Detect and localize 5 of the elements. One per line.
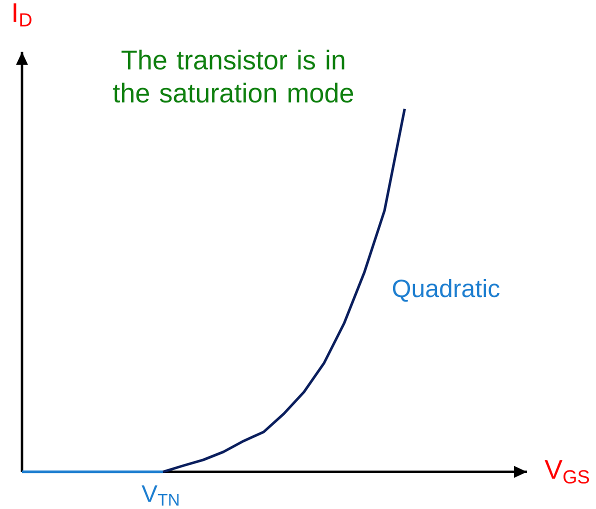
annotation: Quadratic xyxy=(392,278,500,302)
text: The transistor is in the saturation mode xyxy=(113,50,354,103)
x-axis-title: V$_{GS}$ xyxy=(544,460,589,484)
text: V$_{TN}$ xyxy=(142,485,179,506)
y-axis-title: I$_{D}$ xyxy=(14,3,32,26)
